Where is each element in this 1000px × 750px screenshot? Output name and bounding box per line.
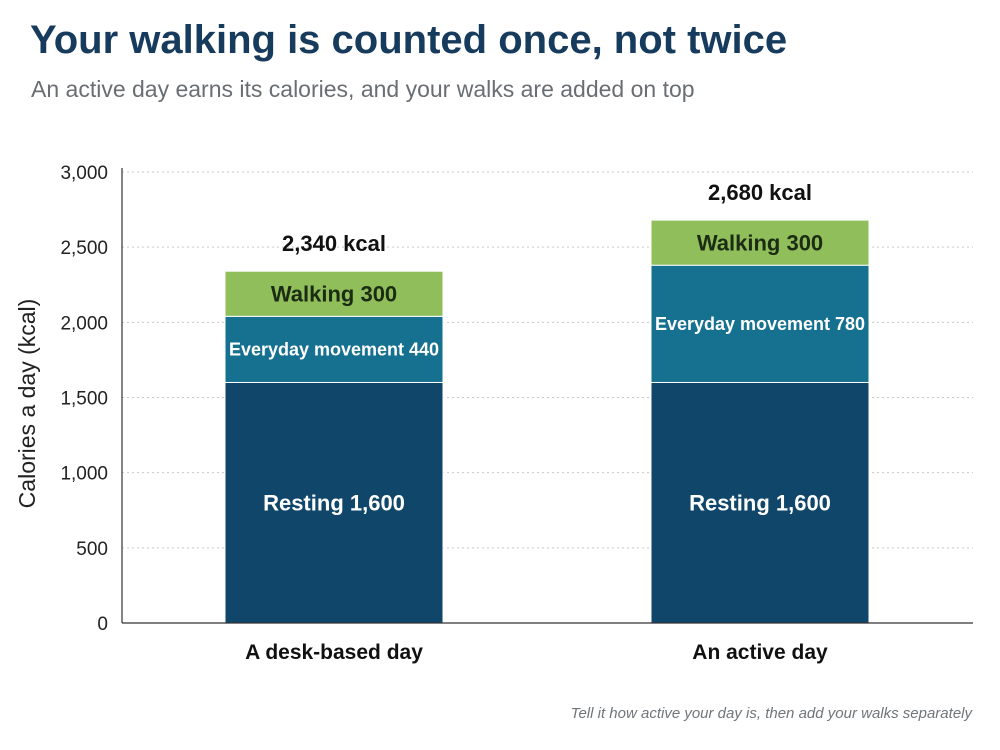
bar-total-label: 2,340 kcal bbox=[282, 231, 386, 256]
chart-subtitle: An active day earns its calories, and yo… bbox=[31, 76, 695, 102]
segment-label: Everyday movement 780 bbox=[655, 314, 865, 334]
bar-segment-resting bbox=[650, 381, 870, 624]
segment-label: Walking 300 bbox=[271, 281, 397, 306]
bars bbox=[224, 219, 870, 624]
x-category-label: An active day bbox=[692, 641, 828, 664]
bar-segment-everyday-movement bbox=[650, 264, 870, 383]
y-tick-label: 0 bbox=[97, 614, 108, 635]
y-tick-label: 1,000 bbox=[60, 464, 108, 485]
bar-segment-walking bbox=[224, 270, 444, 317]
segment-label: Resting 1,600 bbox=[689, 490, 831, 515]
y-tick-label: 2,500 bbox=[60, 238, 108, 259]
axes: 0 500 1,000 1,500 2,000 2,500 3,000 Calories a … bbox=[14, 163, 973, 635]
y-tick-label: 2,000 bbox=[60, 313, 108, 334]
bar-total-label: 2,680 kcal bbox=[708, 180, 812, 205]
footnote: Tell it how active your day is, then add… bbox=[570, 705, 972, 722]
segment-label: Everyday movement 440 bbox=[229, 340, 439, 360]
y-axis-label: Calories a day (kcal) bbox=[14, 299, 40, 509]
labels: Resting 1,600 Everyday movement 440 Walkin… bbox=[229, 180, 865, 664]
chart-title: Your walking is counted once, not twice bbox=[30, 18, 788, 62]
y-tick-label: 1,500 bbox=[60, 389, 108, 410]
segment-label: Resting 1,600 bbox=[263, 490, 405, 515]
bar-segment-walking bbox=[650, 219, 870, 266]
segment-label: Walking 300 bbox=[697, 230, 823, 255]
x-category-label: A desk-based day bbox=[245, 641, 423, 664]
y-tick-label: 500 bbox=[76, 539, 108, 560]
bar-segment-everyday-movement bbox=[224, 315, 444, 383]
y-tick-label: 3,000 bbox=[60, 163, 108, 184]
